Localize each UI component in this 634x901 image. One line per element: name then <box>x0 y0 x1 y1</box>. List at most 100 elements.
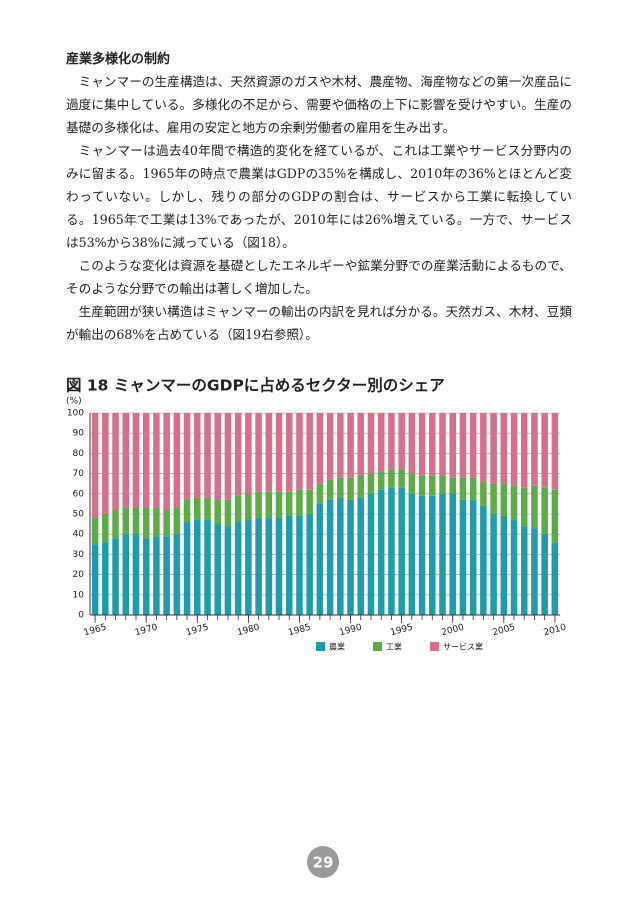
bar-segment <box>224 526 232 615</box>
bar-segment <box>285 413 293 492</box>
bar-segment <box>418 475 426 496</box>
bar-segment <box>122 507 130 535</box>
bar-segment <box>173 507 181 535</box>
bar-segment <box>480 505 487 615</box>
bar-segment <box>316 483 324 504</box>
bar-segment <box>204 497 211 521</box>
y-tick-label: 20 <box>73 570 85 580</box>
bar-segment <box>347 413 354 478</box>
bar-segment <box>377 413 385 472</box>
bar-segment <box>367 413 375 474</box>
bar-segment <box>142 507 150 539</box>
x-tick-label: 1975 <box>185 623 210 639</box>
paragraph: このような変化は資源を基礎としたエネルギーや鉱業分野での産業活動によるもので、そ… <box>66 258 572 296</box>
legend-swatch <box>316 642 325 651</box>
x-tick-label: 1985 <box>287 623 312 639</box>
bar-segment <box>541 487 548 535</box>
bar-segment <box>459 477 467 500</box>
bar-segment <box>112 413 119 510</box>
bar-segment <box>296 516 303 615</box>
bar-segment <box>500 413 508 484</box>
y-tick-label: 70 <box>73 469 85 479</box>
bar-segment <box>316 413 324 484</box>
bar-segment <box>551 542 559 615</box>
bar-segment <box>316 503 324 615</box>
bar-segment <box>367 493 375 615</box>
bar-segment <box>449 477 456 494</box>
bar-segment <box>194 413 201 498</box>
bar-segment <box>234 413 242 496</box>
page-number: 29 <box>313 854 334 872</box>
y-tick-label: 10 <box>73 590 85 600</box>
bar-segment <box>224 413 232 500</box>
bar-segment <box>480 481 487 506</box>
bar-segment <box>541 413 548 488</box>
bar-segment <box>234 522 242 615</box>
bar-segment <box>214 413 221 500</box>
bar-segment <box>398 469 405 488</box>
bar-segment <box>510 520 518 615</box>
bar-segment <box>214 499 221 525</box>
bar-segment <box>377 471 385 490</box>
bar-segment <box>183 499 191 523</box>
bar-segment <box>367 473 375 494</box>
bar-segment <box>459 413 467 478</box>
bar-segment <box>173 534 181 615</box>
bar-segment <box>531 485 538 529</box>
bar-segment <box>265 413 273 492</box>
x-tick-label: 1970 <box>134 623 159 639</box>
bar-segment <box>296 489 303 517</box>
bar-segment <box>429 495 436 615</box>
bar-segment <box>234 495 242 523</box>
bar-segment <box>275 491 283 519</box>
bar-segment <box>357 497 365 615</box>
bar-segment <box>112 538 119 615</box>
bar-segment <box>142 538 150 615</box>
paragraph: ミャンマーは過去40年間で構造的変化を経ているが、これは工業やサービス分野内のみ… <box>66 143 572 250</box>
bar-segment <box>500 483 508 517</box>
bar-segment <box>122 534 130 615</box>
bar-segment <box>510 413 518 486</box>
bar-segment <box>102 542 109 615</box>
bar-segment <box>377 489 385 615</box>
y-tick-label: 40 <box>73 530 85 540</box>
bar-segment <box>265 518 273 615</box>
bar-segment <box>102 514 109 543</box>
bar-segment <box>91 544 99 615</box>
bar-segment <box>429 475 436 496</box>
bar-segment <box>142 413 150 508</box>
legend-swatch <box>430 642 439 651</box>
bar-segment <box>418 413 426 476</box>
bar-segment <box>480 413 487 482</box>
bar-segment <box>173 413 181 508</box>
bar-segment <box>102 413 109 514</box>
bar-segment <box>418 495 426 615</box>
bar-segment <box>306 489 313 514</box>
y-tick-label: 90 <box>73 429 85 439</box>
bar-segment <box>469 499 477 615</box>
bar-segment <box>520 487 528 527</box>
bar-segment <box>245 493 252 521</box>
bar-segment <box>326 499 334 615</box>
bar-segment <box>275 518 283 615</box>
bar-segment <box>429 413 436 476</box>
bar-segment <box>306 514 313 615</box>
x-tick-label: 1980 <box>236 623 261 639</box>
bar-segment <box>326 413 334 480</box>
bar-segment <box>449 413 456 478</box>
y-tick-label: 80 <box>73 449 85 459</box>
bar-segment <box>275 413 283 492</box>
bar-segment <box>388 487 395 615</box>
legend-label: 農業 <box>329 642 345 652</box>
bar-segment <box>214 524 221 615</box>
bar-segment <box>204 413 211 498</box>
page-badge <box>307 846 339 878</box>
bar-segment <box>91 518 99 545</box>
paragraph: ミャンマーの生産構造は、天然資源のガスや木材、農産物、海産物などの第一次産品に過… <box>66 74 572 135</box>
bar-segment <box>388 469 395 488</box>
bar-segment <box>449 493 456 615</box>
bar-segment <box>357 475 365 498</box>
bar-segment <box>439 493 446 615</box>
bar-segment <box>408 473 416 494</box>
